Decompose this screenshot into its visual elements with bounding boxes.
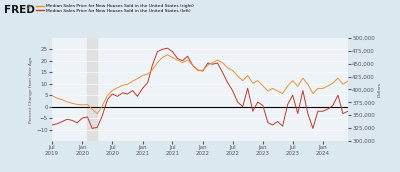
Y-axis label: Dollars: Dollars (378, 82, 382, 97)
Bar (88, 38, 97, 141)
Text: ③: ③ (26, 5, 32, 10)
Text: FRED: FRED (4, 5, 35, 15)
Y-axis label: Percent Change from Year Ago: Percent Change from Year Ago (30, 56, 34, 123)
Legend: Median Sales Price for New Houses Sold in the United States (right), Median Sale: Median Sales Price for New Houses Sold i… (36, 4, 193, 13)
